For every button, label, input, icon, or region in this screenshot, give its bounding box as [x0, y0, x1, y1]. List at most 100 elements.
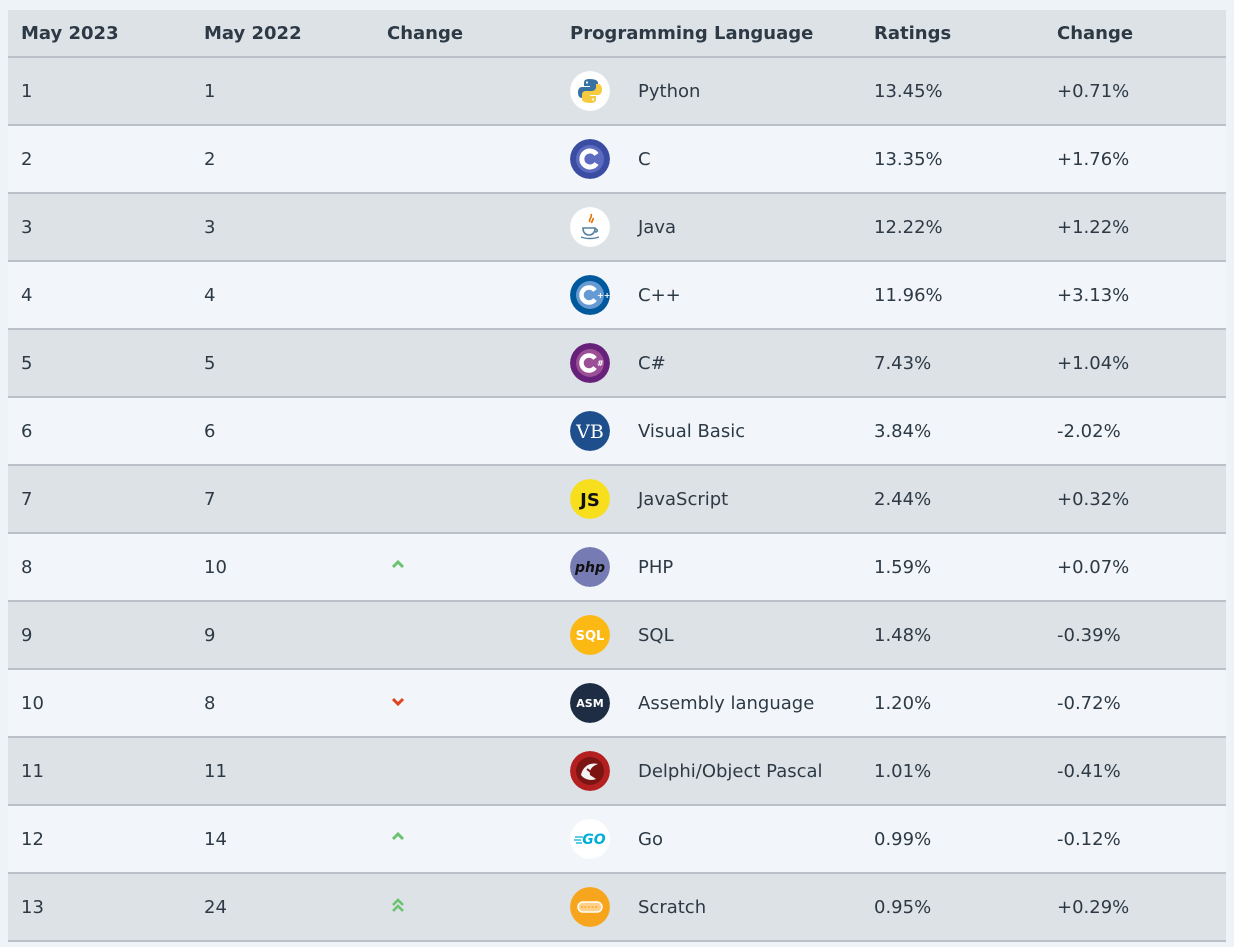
table-row[interactable]: 10 8 ASM Assembly language 1.20% -0.72%: [8, 669, 1226, 738]
rating-cell: 0.99%: [861, 805, 1044, 874]
language-cell: C: [557, 125, 861, 194]
svg-text:php: php: [574, 560, 605, 576]
col-header-rank-change[interactable]: Change: [374, 10, 557, 58]
language-name: Delphi/Object Pascal: [638, 760, 823, 782]
language-cell: ++ C++: [557, 261, 861, 330]
rank-change-cell: [374, 125, 557, 194]
table-row[interactable]: 7 7 JS JavaScript 2.44% +0.32%: [8, 465, 1226, 534]
rank-change-cell: [374, 533, 557, 602]
table-row[interactable]: 2 2 C 13.35% +1.76%: [8, 125, 1226, 194]
rank-2022-cell: 3: [191, 193, 374, 262]
col-header-may-2023[interactable]: May 2023: [8, 10, 191, 58]
rank-2023-cell: 11: [8, 737, 191, 806]
table-row[interactable]: 9 9 SQL SQL 1.48% -0.39%: [8, 601, 1226, 670]
rating-change-cell: +1.76%: [1044, 125, 1226, 194]
rank-change-cell: [374, 465, 557, 534]
vb-logo-icon: VB: [570, 411, 610, 451]
rating-cell: 7.43%: [861, 329, 1044, 398]
table-header-row: May 2023 May 2022 Change Programming Lan…: [8, 10, 1226, 58]
language-name: SQL: [638, 624, 674, 646]
rank-change-cell: [374, 193, 557, 262]
rank-2022-cell: 10: [191, 533, 374, 602]
rank-2023-cell: 5: [8, 329, 191, 398]
double-arrow-up-icon: [387, 897, 407, 919]
language-name: Assembly language: [638, 692, 815, 714]
svg-text:VB: VB: [575, 421, 604, 443]
rank-2022-cell: 2: [191, 125, 374, 194]
svg-text:ASM: ASM: [576, 697, 603, 710]
c-logo-icon: [570, 139, 610, 179]
rating-cell: 1.59%: [861, 533, 1044, 602]
language-name: Python: [638, 80, 701, 102]
table-row[interactable]: 8 10 php PHP 1.59% +0.07%: [8, 533, 1226, 602]
rating-change-cell: +0.71%: [1044, 57, 1226, 126]
python-logo-icon: [570, 71, 610, 111]
language-cell: SQL SQL: [557, 601, 861, 670]
language-name: C#: [638, 352, 666, 374]
rank-2022-cell: 1: [191, 57, 374, 126]
rank-2023-cell: 3: [8, 193, 191, 262]
language-name: PHP: [638, 556, 674, 578]
rating-cell: 13.45%: [861, 57, 1044, 126]
table-row[interactable]: 11 11 Delphi/Object Pascal 1.01% -0.41%: [8, 737, 1226, 806]
scratch-logo-icon: [570, 887, 610, 927]
table-row[interactable]: 3 3 Java 12.22% +1.22%: [8, 193, 1226, 262]
svg-text:++: ++: [597, 291, 610, 300]
rank-change-cell: [374, 261, 557, 330]
svg-text:GO: GO: [582, 832, 605, 848]
rating-change-cell: -2.02%: [1044, 397, 1226, 466]
col-header-rating-change[interactable]: Change: [1044, 10, 1226, 58]
java-logo-icon: [570, 207, 610, 247]
rating-cell: 3.84%: [861, 397, 1044, 466]
csharp-logo-icon: #: [570, 343, 610, 383]
cpp-logo-icon: ++: [570, 275, 610, 315]
rating-change-cell: -0.41%: [1044, 737, 1226, 806]
language-cell: Python: [557, 57, 861, 126]
rank-2023-cell: 6: [8, 397, 191, 466]
arrow-down-icon: [387, 694, 407, 715]
rating-change-cell: -0.39%: [1044, 601, 1226, 670]
rank-change-cell: [374, 873, 557, 942]
language-name: C: [638, 148, 651, 170]
language-name: Scratch: [638, 896, 707, 918]
col-header-may-2022[interactable]: May 2022: [191, 10, 374, 58]
table-row[interactable]: 1 1 Python 13.45% +0.71%: [8, 57, 1226, 126]
language-cell: Java: [557, 193, 861, 262]
table-row[interactable]: 6 6 VB Visual Basic 3.84% -2.02%: [8, 397, 1226, 466]
language-cell: VB Visual Basic: [557, 397, 861, 466]
col-header-language[interactable]: Programming Language: [557, 10, 861, 58]
table-row[interactable]: 4 4 ++ C++ 11.96% +3.13%: [8, 261, 1226, 330]
rank-2023-cell: 13: [8, 873, 191, 942]
rank-2022-cell: 14: [191, 805, 374, 874]
col-header-ratings[interactable]: Ratings: [861, 10, 1044, 58]
rank-change-cell: [374, 737, 557, 806]
rank-2023-cell: 8: [8, 533, 191, 602]
language-name: JavaScript: [638, 488, 729, 510]
rating-change-cell: +1.22%: [1044, 193, 1226, 262]
sql-logo-icon: SQL: [570, 615, 610, 655]
arrow-up-icon: [387, 558, 407, 579]
rank-change-cell: [374, 397, 557, 466]
language-name: Java: [638, 216, 677, 238]
rating-change-cell: -0.72%: [1044, 669, 1226, 738]
rating-cell: 1.01%: [861, 737, 1044, 806]
delphi-logo-icon: [570, 751, 610, 791]
rating-cell: 13.35%: [861, 125, 1044, 194]
rank-2023-cell: 1: [8, 57, 191, 126]
language-cell: Scratch: [557, 873, 861, 942]
rank-2023-cell: 10: [8, 669, 191, 738]
rating-cell: 2.44%: [861, 465, 1044, 534]
tiobe-index-table-container: May 2023 May 2022 Change Programming Lan…: [8, 10, 1226, 942]
table-row[interactable]: 12 14 GO Go 0.99% -0.12%: [8, 805, 1226, 874]
svg-text:#: #: [597, 359, 604, 368]
table-row[interactable]: 13 24 Scratch 0.95% +0.29%: [8, 873, 1226, 942]
rank-2023-cell: 4: [8, 261, 191, 330]
language-cell: GO Go: [557, 805, 861, 874]
js-logo-icon: JS: [570, 479, 610, 519]
rating-change-cell: +0.32%: [1044, 465, 1226, 534]
rating-cell: 0.95%: [861, 873, 1044, 942]
go-logo-icon: GO: [570, 819, 610, 859]
rating-change-cell: +0.29%: [1044, 873, 1226, 942]
table-row[interactable]: 5 5 # C# 7.43% +1.04%: [8, 329, 1226, 398]
language-cell: php PHP: [557, 533, 861, 602]
